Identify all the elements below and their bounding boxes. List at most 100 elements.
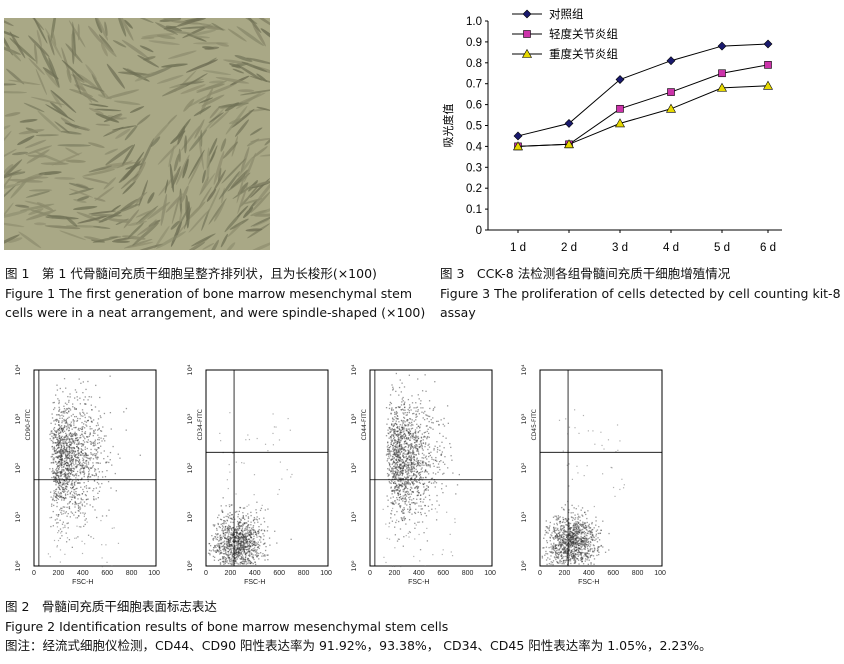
figure3-caption-cn: 图 3 CCK-8 法检测各组骨髓间充质干细胞增殖情况 bbox=[440, 266, 731, 281]
cell bbox=[112, 40, 127, 48]
cell bbox=[28, 189, 53, 192]
cell bbox=[104, 148, 119, 155]
cell bbox=[218, 170, 241, 200]
cell bbox=[88, 165, 113, 173]
cell bbox=[77, 23, 80, 41]
cell bbox=[44, 70, 60, 89]
cell bbox=[106, 63, 125, 89]
cell bbox=[122, 166, 136, 181]
x-tick-label: 800 bbox=[632, 570, 644, 577]
cell bbox=[93, 226, 111, 229]
data-point-triangle bbox=[665, 103, 677, 113]
cell bbox=[125, 163, 143, 170]
cell bbox=[68, 187, 94, 196]
cell bbox=[211, 22, 224, 31]
cell bbox=[88, 103, 109, 108]
x-tick-label: 1000 bbox=[654, 570, 666, 577]
cell bbox=[173, 153, 180, 172]
cell bbox=[122, 181, 136, 195]
cell bbox=[35, 68, 48, 96]
cell bbox=[170, 220, 180, 230]
cell bbox=[217, 167, 222, 182]
y-tick-label: 0.8 bbox=[466, 58, 482, 70]
cell bbox=[4, 130, 12, 147]
cell bbox=[203, 25, 220, 30]
cell bbox=[198, 135, 204, 170]
cell bbox=[208, 137, 218, 157]
figure1-caption-en-2: cells were in a neat arrangement, and we… bbox=[5, 305, 426, 320]
cell bbox=[235, 92, 262, 110]
cell bbox=[47, 214, 66, 218]
cell bbox=[253, 213, 270, 217]
cell bbox=[51, 152, 83, 166]
cell bbox=[25, 145, 53, 155]
cell bbox=[152, 120, 172, 142]
cell bbox=[139, 138, 155, 171]
y-tick-label: 10¹ bbox=[186, 511, 194, 522]
cell bbox=[121, 235, 146, 240]
cell bbox=[134, 18, 154, 23]
cell bbox=[252, 23, 266, 47]
cell bbox=[170, 130, 186, 145]
cell bbox=[183, 98, 195, 112]
y-tick-label: 10⁰ bbox=[350, 560, 358, 571]
cell bbox=[137, 54, 160, 68]
cell bbox=[15, 204, 30, 208]
flow-panel-cd44: 10⁰ 10¹ 10² 10³ 10⁴ CD44-FITC 0 200 400 600 800 100… bbox=[340, 362, 496, 586]
cell bbox=[25, 209, 57, 221]
cell bbox=[11, 151, 28, 156]
cell bbox=[182, 158, 189, 179]
cell bbox=[156, 74, 184, 84]
cell bbox=[26, 149, 50, 164]
legend-label: 轻度关节炎组 bbox=[549, 27, 618, 41]
cell bbox=[241, 61, 268, 72]
y-tick-label: 0 bbox=[476, 225, 482, 237]
cell bbox=[25, 190, 50, 198]
cell bbox=[231, 108, 255, 129]
cell bbox=[98, 165, 125, 171]
cell bbox=[77, 196, 90, 201]
cell bbox=[50, 89, 77, 114]
cell bbox=[110, 204, 121, 212]
cell bbox=[73, 199, 87, 203]
x-tick-label: 800 bbox=[462, 570, 474, 577]
x-tick-label: 200 bbox=[559, 570, 571, 577]
cell bbox=[188, 129, 207, 152]
x-axis-label: FSC-H bbox=[408, 579, 429, 586]
cell bbox=[201, 169, 206, 184]
y-tick-label: 0.2 bbox=[466, 183, 482, 195]
cell bbox=[237, 156, 254, 178]
y-tick-label: 10⁴ bbox=[14, 364, 22, 375]
cell bbox=[94, 18, 103, 34]
x-tick-label: 400 bbox=[413, 570, 425, 577]
data-point-triangle bbox=[563, 139, 575, 149]
cell bbox=[120, 173, 139, 190]
cell bbox=[202, 243, 215, 250]
cell bbox=[253, 179, 270, 206]
cell bbox=[229, 118, 243, 125]
x-axis-label: FSC-H bbox=[244, 579, 265, 586]
cell bbox=[171, 192, 181, 225]
cell bbox=[190, 29, 216, 36]
cell bbox=[148, 40, 180, 45]
cell bbox=[229, 63, 242, 69]
y-axis-label: CD34-FITC bbox=[197, 409, 204, 440]
y-tick-label: 1.0 bbox=[466, 16, 482, 28]
x-tick-label: 600 bbox=[273, 570, 285, 577]
x-tick-label: 200 bbox=[53, 570, 65, 577]
cell bbox=[39, 46, 55, 77]
x-axis-label: FSC-H bbox=[72, 579, 93, 586]
cell bbox=[252, 146, 268, 159]
cell bbox=[72, 205, 98, 211]
y-tick-label: 10⁴ bbox=[520, 364, 528, 375]
cell bbox=[18, 129, 45, 135]
cell bbox=[66, 69, 72, 83]
cell bbox=[220, 233, 228, 248]
data-point-triangle bbox=[614, 118, 626, 128]
x-tick-label: 2 d bbox=[561, 242, 577, 254]
cell bbox=[35, 134, 59, 137]
cell bbox=[37, 110, 63, 133]
x-tick-label: 1 d bbox=[510, 242, 526, 254]
cell bbox=[234, 55, 253, 62]
cell bbox=[19, 118, 38, 123]
